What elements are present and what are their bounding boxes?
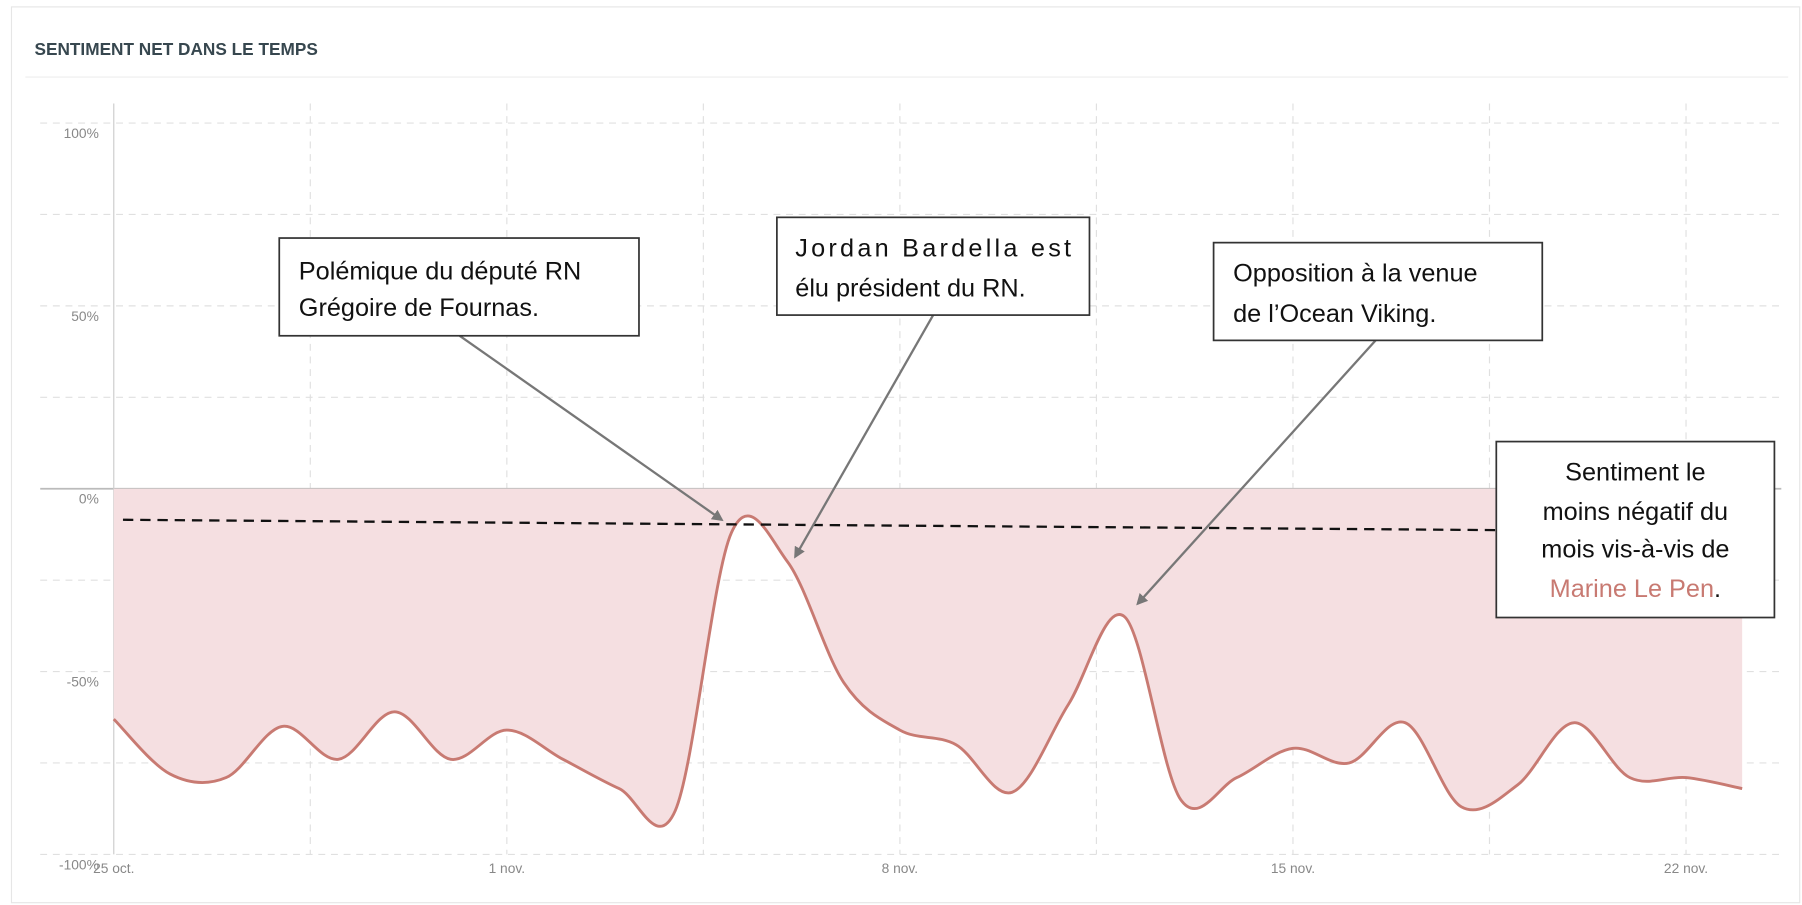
annotation-text: Marine Le Pen. [1550, 575, 1721, 603]
annotation-text: Polémique du député RN [299, 257, 581, 285]
highlight: Marine Le Pen [1550, 575, 1714, 603]
arrow [794, 314, 935, 559]
annotation-text: Jordan Bardella est [795, 234, 1071, 262]
x-tick-label: 1 nov. [489, 861, 526, 876]
reference-line [122, 518, 1497, 532]
annotation-box [1212, 241, 1544, 342]
annotation-box [278, 237, 640, 337]
x-tick-label: 15 nov. [1271, 861, 1315, 876]
plot [112, 488, 1743, 828]
arrow [459, 334, 724, 522]
annotation-text: mois vis-à-vis de [1541, 536, 1729, 564]
annotation-text: Opposition à la venue [1233, 260, 1477, 288]
annotation-text: Sentiment le [1565, 459, 1705, 487]
y-tick-label: 0% [79, 492, 99, 507]
annotation-text: moins négatif du [1543, 498, 1728, 526]
y-tick-label: -50% [67, 675, 99, 690]
y-tick-label: 100% [64, 126, 99, 141]
y-tick-label: -100% [59, 857, 99, 872]
annotation-tail: . [1714, 575, 1721, 603]
annotation-text: Grégoire de Fournas. [299, 294, 539, 322]
y-tick-label: 50% [71, 309, 99, 324]
annotation-box [776, 216, 1091, 316]
x-tick-label: 22 nov. [1664, 861, 1708, 876]
area [113, 488, 1743, 827]
annotation-text: de l’Ocean Viking. [1233, 300, 1436, 328]
x-tick-label: 25 oct. [93, 861, 134, 876]
annotations: Polémique du député RN Grégoire de Fourn… [278, 216, 1776, 619]
x-tick-label: 8 nov. [882, 861, 919, 876]
arrow [1136, 339, 1377, 606]
annotation-box [1495, 440, 1776, 619]
annotation-text: élu président du RN. [795, 275, 1025, 303]
line [112, 514, 1743, 828]
chart-title: SENTIMENT NET DANS LE TEMPS [34, 39, 317, 59]
